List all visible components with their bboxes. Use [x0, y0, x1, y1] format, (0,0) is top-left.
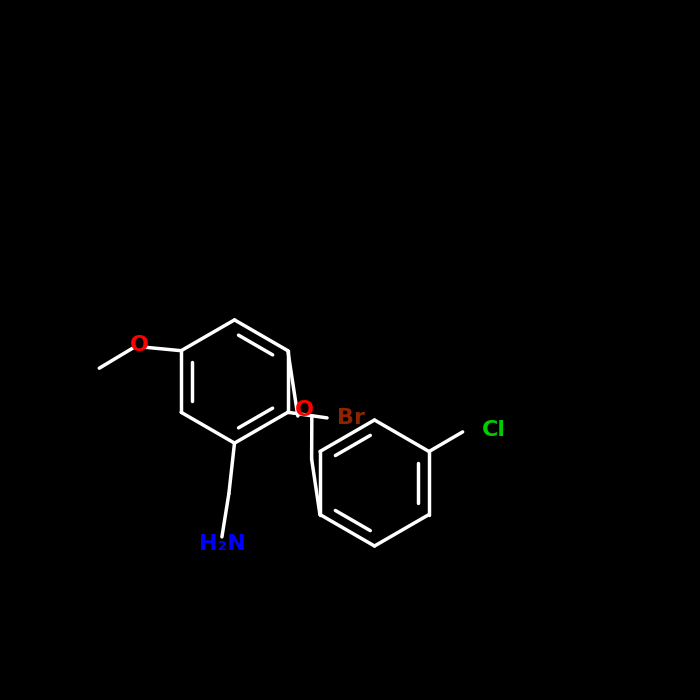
Text: O: O: [295, 400, 314, 421]
Text: Cl: Cl: [482, 420, 506, 440]
Text: O: O: [130, 335, 149, 355]
Text: Br: Br: [337, 408, 365, 428]
Text: H₂N: H₂N: [199, 534, 245, 554]
